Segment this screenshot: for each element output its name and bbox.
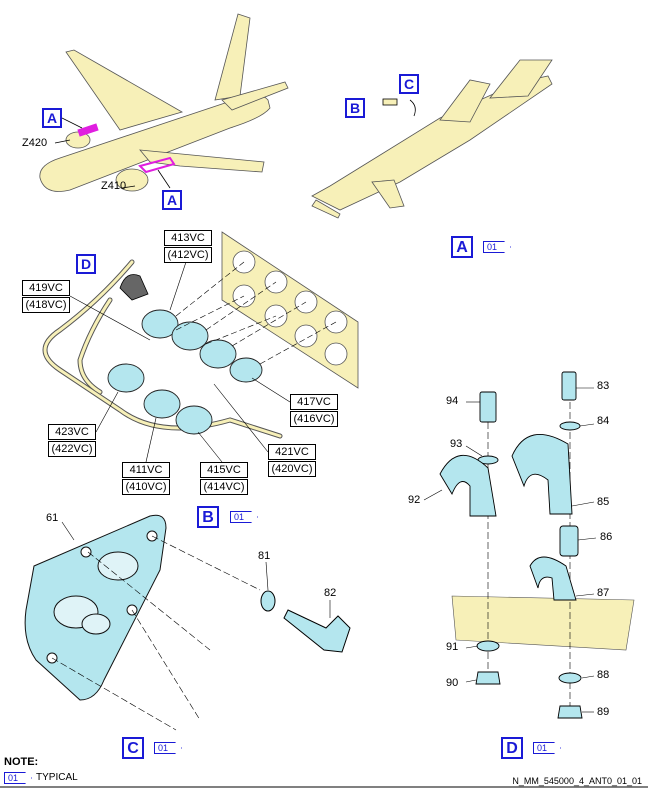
connector-label-421vc: 421VC xyxy=(268,444,316,460)
aircraft-rear-view xyxy=(311,59,553,219)
antenna-location-marker xyxy=(382,98,398,106)
connector-label-412vc: (412VC) xyxy=(164,247,212,263)
connector-label-418vc: (418VC) xyxy=(22,297,70,313)
leader-61 xyxy=(61,521,75,541)
item-number-92: 92 xyxy=(408,494,421,506)
connector-label-410vc: (410VC) xyxy=(122,479,170,495)
item-number-89: 89 xyxy=(597,706,610,718)
item-number-93: 93 xyxy=(450,438,463,450)
item-number-88: 88 xyxy=(597,669,610,681)
connector-label-419vc: 419VC xyxy=(22,280,70,296)
item-number-86: 86 xyxy=(600,531,613,543)
aircraft-front-view xyxy=(39,13,289,192)
view-c-sheet-tag[interactable]: 01 xyxy=(154,742,182,754)
zone-label-z420: Z420 xyxy=(22,137,48,149)
item-number-83: 83 xyxy=(597,380,610,392)
item-number-94: 94 xyxy=(446,395,459,407)
view-b-title[interactable]: B xyxy=(197,506,219,528)
item-number-85: 85 xyxy=(597,496,610,508)
item-number-81: 81 xyxy=(258,550,271,562)
connector-label-422vc: (422VC) xyxy=(48,441,96,457)
connector-label-414vc: (414VC) xyxy=(200,479,248,495)
connector-alignment-lines xyxy=(175,261,337,365)
view-c-title[interactable]: C xyxy=(122,737,144,759)
antenna-bracket-d xyxy=(119,274,149,301)
connector-label-415vc: 415VC xyxy=(200,462,248,478)
connector-leader-lines xyxy=(69,261,291,463)
callout-a-lower[interactable]: A xyxy=(162,190,182,210)
item-number-82: 82 xyxy=(324,587,337,599)
washer-81 xyxy=(260,590,276,612)
view-b-sheet-tag[interactable]: 01 xyxy=(230,511,258,523)
mounting-structure xyxy=(451,595,635,651)
antenna-base-plate xyxy=(24,514,167,701)
view-a-sheet-tag[interactable]: 01 xyxy=(483,241,511,253)
callout-a-upper[interactable]: A xyxy=(42,108,62,128)
item-number-90: 90 xyxy=(446,677,459,689)
access-panel-upper-highlight xyxy=(77,123,99,137)
drawing-id: N_MM_545000_4_ANT0_01_01 xyxy=(512,776,642,786)
callout-b[interactable]: B xyxy=(345,98,365,118)
item-number-91: 91 xyxy=(446,641,459,653)
connector-label-411vc: 411VC xyxy=(122,462,170,478)
note-title: NOTE: xyxy=(4,756,39,768)
view-a-title[interactable]: A xyxy=(451,236,473,258)
note-text: TYPICAL xyxy=(36,772,78,783)
view-d-centerlines xyxy=(487,392,571,710)
view-d-leader-lines xyxy=(423,387,597,713)
view-d-parts xyxy=(439,371,583,719)
connector-label-420vc: (420VC) xyxy=(268,461,316,477)
view-d-title[interactable]: D xyxy=(501,737,523,759)
note-sheet-tag: 01 xyxy=(4,772,32,784)
view-c-leader-lines xyxy=(51,535,261,731)
bolt-82 xyxy=(283,609,351,653)
view-d-sheet-tag[interactable]: 01 xyxy=(533,742,561,754)
leader-81 xyxy=(265,561,269,591)
connector-label-416vc: (416VC) xyxy=(290,411,338,427)
connector-label-417vc: 417VC xyxy=(290,394,338,410)
item-number-84: 84 xyxy=(597,415,610,427)
connector-label-423vc: 423VC xyxy=(48,424,96,440)
callout-c[interactable]: C xyxy=(399,74,419,94)
item-number-87: 87 xyxy=(597,587,610,599)
zone-label-z410: Z410 xyxy=(101,180,127,192)
aircraft-leader-lines xyxy=(54,117,171,189)
coaxial-connectors xyxy=(107,309,263,435)
item-number-61: 61 xyxy=(46,512,59,524)
connector-label-413vc: 413VC xyxy=(164,230,212,246)
callout-d[interactable]: D xyxy=(76,254,96,274)
access-panel-lower-highlight xyxy=(138,156,176,174)
rear-view-leader xyxy=(409,99,416,117)
